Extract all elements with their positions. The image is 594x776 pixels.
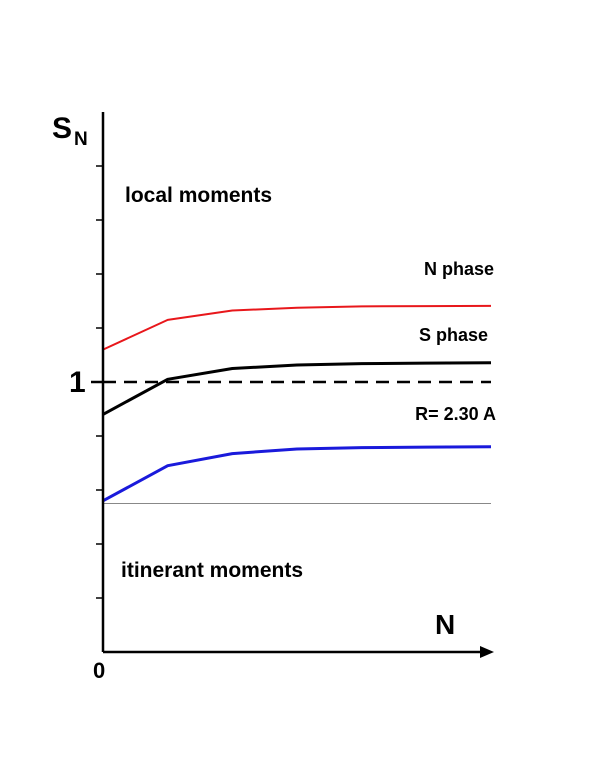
region-label-itinerant-moments: itinerant moments — [121, 559, 303, 582]
series-line-0 — [102, 304, 492, 351]
y-tick-label-1: 1 — [69, 366, 86, 399]
y-minor-ticks — [91, 165, 103, 599]
series-line-1 — [102, 361, 492, 416]
series-line-2 — [102, 445, 492, 503]
x-axis-label: N — [435, 609, 455, 640]
reference-lines — [103, 380, 491, 504]
x-tick-label-0: 0 — [93, 658, 105, 683]
series-label-s-phase: S phase — [419, 325, 488, 345]
series-label-r-value: R= 2.30 A — [415, 404, 496, 424]
y-axis-label-subscript: N — [74, 129, 88, 150]
region-label-local-moments: local moments — [125, 184, 272, 207]
x-axis-arrow — [480, 646, 494, 658]
series-lines — [102, 304, 492, 503]
series-label-n-phase: N phase — [424, 259, 494, 279]
y-axis-label: S — [52, 112, 72, 145]
